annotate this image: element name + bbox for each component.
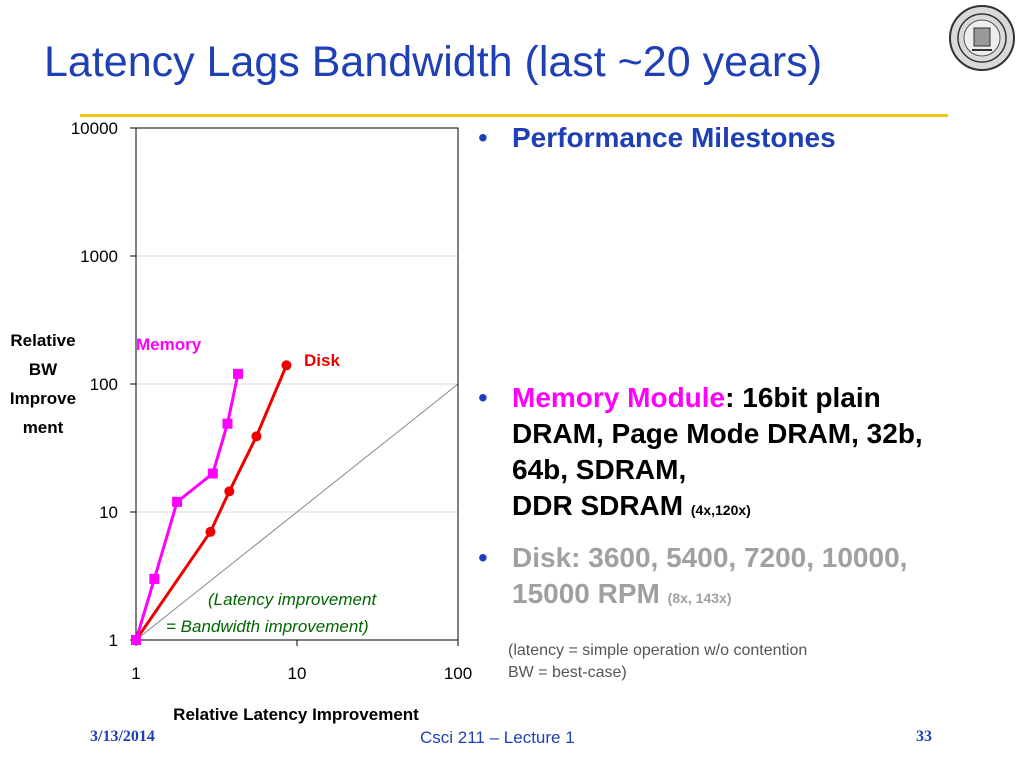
axes-layer: 1 10 100 1000 10000 1 10 100 [71,119,472,683]
chart: 1 10 100 1000 10000 1 10 100 Memory Disk Relative… [10,119,472,724]
bullet-dot-icon: • [478,542,488,573]
point-memory [131,635,141,645]
x-tick-label: 1 [131,664,140,683]
university-seal-icon [949,5,1015,71]
series-layer [131,360,292,645]
note-line2: BW = best-case) [508,664,627,681]
y-tick-label: 10 [99,503,118,522]
bullet-dot-icon: • [478,122,488,153]
point-memory [172,496,183,507]
y-tick-label: 100 [90,375,118,394]
footer-course: Csci 211 – Lecture 1 [420,728,575,747]
point-memory [149,573,160,584]
y-tick-label: 10000 [71,119,118,138]
series-label-disk: Disk [304,351,340,370]
footer-page-number: 33 [916,728,932,745]
point-memory [222,418,233,429]
reference-line [135,383,459,641]
point-disk [205,526,216,537]
y-tick-label: 1000 [80,247,118,266]
annotation-line: = Bandwidth improvement) [166,617,369,636]
disk-factor: (8x, 143x) [667,590,732,606]
disk-line2: 15000 RPM [512,578,660,609]
y-axis-label-line: Improve [10,389,76,408]
x-tick-label: 10 [288,664,307,683]
footer-date: 3/13/2014 [90,728,155,745]
y-tick-label: 1 [109,631,118,650]
point-disk [224,486,235,497]
definition-note: (latency = simple operation w/o contenti… [508,640,807,684]
y-axis-label-line: ment [23,418,64,437]
labels-layer: Memory Disk Relative BW Improve ment Relative … [10,331,419,724]
point-disk [251,431,262,442]
memory-module-label: Memory Module [512,382,726,413]
series-line-memory [134,373,240,641]
memory-module-line4: DDR SDRAM [512,490,684,521]
point-memory [207,468,218,479]
note-line1: (latency = simple operation w/o contenti… [508,642,808,659]
memory-module-line3: 64b, SDRAM, [512,454,687,485]
grid-layer [136,127,458,641]
bullet-text: Performance Milestones [512,122,836,153]
memory-module-line2: DRAM, Page Mode DRAM, 32b, [512,418,923,449]
slide-title: Latency Lags Bandwidth (last ~20 years) [44,38,823,86]
series-label-memory: Memory [136,335,202,354]
x-axis-label: Relative Latency Improvement [173,705,419,724]
annotation-line: (Latency improvement [208,590,377,609]
y-axis-label-line: Relative [10,331,75,350]
memory-module-text: : 16bit plain [725,382,881,413]
point-memory [232,368,243,379]
point-disk [281,360,292,371]
memory-factor: (4x,120x) [690,502,751,518]
y-axis-label-line: BW [29,360,58,379]
disk-line1: Disk: 3600, 5400, 7200, 10000, [512,542,908,573]
title-underline [80,114,948,117]
bullet-dot-icon: • [478,382,488,413]
x-tick-label: 100 [444,664,472,683]
